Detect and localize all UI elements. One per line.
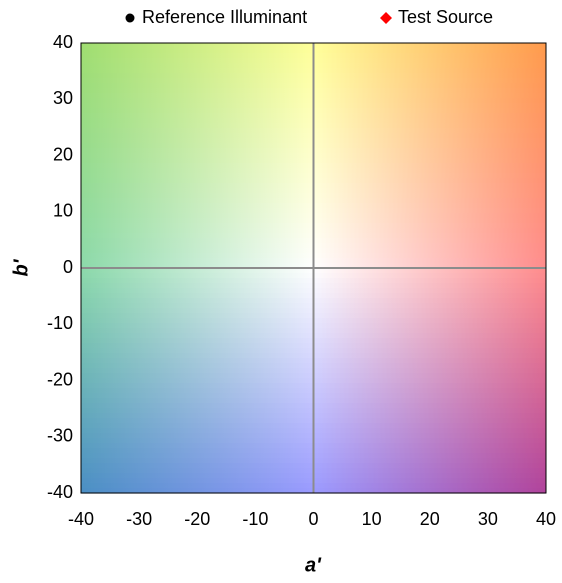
y-tick-label: -30: [47, 426, 73, 446]
y-tick-label: 10: [53, 201, 73, 221]
legend-label: Test Source: [398, 7, 493, 27]
x-tick-label: -30: [126, 509, 152, 529]
y-tick-label: 40: [53, 32, 73, 52]
legend-label: Reference Illuminant: [142, 7, 307, 27]
y-tick-label: 0: [63, 257, 73, 277]
y-tick-label: 30: [53, 88, 73, 108]
y-axis-title: b': [10, 258, 32, 276]
y-tick-label: 20: [53, 144, 73, 164]
x-tick-label: 10: [362, 509, 382, 529]
y-tick-label: -20: [47, 369, 73, 389]
y-tick-label: -10: [47, 313, 73, 333]
x-tick-label: 40: [536, 509, 556, 529]
plot-border: [80, 42, 547, 494]
x-axis-title: a': [305, 554, 322, 576]
y-tick-label: -40: [47, 482, 73, 502]
x-tick-label: -20: [184, 509, 210, 529]
x-tick-label: -10: [242, 509, 268, 529]
legend-marker: [380, 12, 392, 24]
x-tick-label: -40: [68, 509, 94, 529]
x-tick-label: 30: [478, 509, 498, 529]
x-tick-label: 20: [420, 509, 440, 529]
legend-marker: [125, 13, 135, 23]
x-tick-label: 0: [308, 509, 318, 529]
